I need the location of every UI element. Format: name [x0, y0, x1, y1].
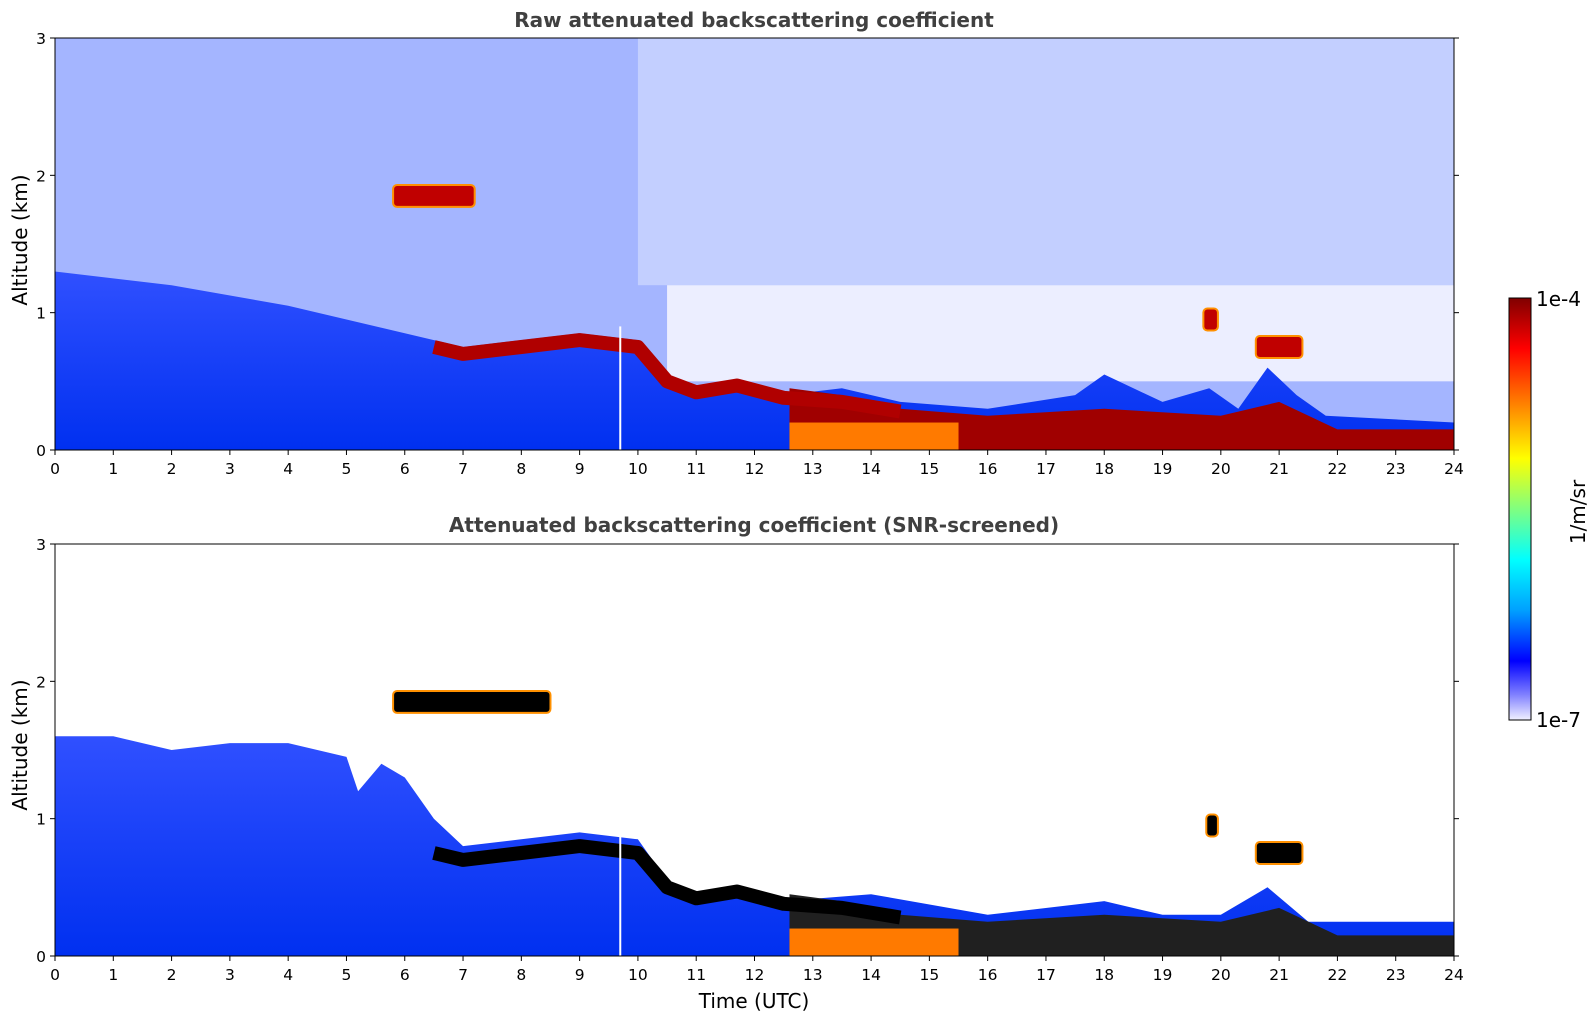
cloud-layer-0 [392, 183, 476, 208]
y-tick-label: 2 [36, 167, 46, 185]
y-tick-label: 0 [36, 442, 46, 460]
data-gap-line [619, 326, 622, 450]
y-tick-label: 1 [36, 811, 46, 829]
x-tick-label: 0 [50, 460, 60, 478]
x-tick-label: 6 [400, 966, 410, 984]
boundary-layer-region [55, 271, 1454, 450]
colorbar-max-label: 1e-4 [1536, 287, 1581, 311]
cloud-layer-2 [1254, 841, 1304, 865]
x-tick-label: 13 [803, 460, 823, 478]
x-tick-label: 15 [920, 460, 940, 478]
x-tick-label: 8 [516, 460, 526, 478]
x-tick-label: 11 [686, 966, 706, 984]
x-tick-label: 18 [1094, 966, 1114, 984]
panel2-plot-area: 0 1 2 3 4 5 6 7 8 9 10 11 12 13 14 15 16 17 18 19 20 21 22 23 24… [36, 536, 1464, 984]
x-tick-label: 5 [342, 460, 352, 478]
y-tick-label: 3 [36, 536, 46, 554]
raw-backscatter-panel: Raw attenuated backscattering coefficien… [8, 8, 1464, 478]
x-tick-label: 14 [861, 460, 881, 478]
x-tick-label: 2 [167, 460, 177, 478]
x-tick-label: 4 [283, 966, 293, 984]
x-tick-label: 23 [1386, 460, 1406, 478]
x-tick-label: 19 [1153, 460, 1173, 478]
x-tick-label: 17 [1036, 966, 1056, 984]
x-tick-label: 22 [1328, 966, 1348, 984]
x-tick-label: 6 [400, 460, 410, 478]
surface-orange-band [789, 422, 959, 450]
colorbar: 1e-4 1e-7 1/m/sr [1508, 287, 1590, 732]
x-tick-label: 10 [628, 460, 648, 478]
boundary-layer-top-edge [432, 333, 902, 419]
x-tick-label: 11 [686, 460, 706, 478]
colorbar-gradient [1508, 297, 1532, 721]
x-tick-label: 23 [1386, 966, 1406, 984]
x-tick-label: 15 [920, 966, 940, 984]
x-tick-label: 4 [283, 460, 293, 478]
surface-orange-band [789, 928, 959, 956]
screened-backscatter-panel: Attenuated backscattering coefficient (S… [8, 513, 1464, 1013]
x-tick-label: 9 [575, 966, 585, 984]
x-tick-label: 12 [745, 966, 765, 984]
x-tick-label: 3 [225, 460, 235, 478]
colorbar-min-label: 1e-7 [1536, 708, 1581, 732]
cloud-layer-0 [392, 689, 552, 714]
colorbar-unit-label: 1/m/sr [1566, 479, 1590, 544]
x-tick-label: 19 [1153, 966, 1173, 984]
x-tick-label: 16 [978, 966, 998, 984]
x-tick-label: 24 [1444, 460, 1464, 478]
y-tick-label: 1 [36, 305, 46, 323]
y-tick-label: 0 [36, 948, 46, 966]
x-tick-label: 7 [458, 966, 468, 984]
x-tick-label: 5 [342, 966, 352, 984]
cloud-layer-2 [1254, 335, 1304, 359]
y-tick-label: 3 [36, 30, 46, 48]
heatmap-layer [55, 689, 1454, 956]
x-tick-label: 13 [803, 966, 823, 984]
x-tick-label: 17 [1036, 460, 1056, 478]
x-tick-label: 16 [978, 460, 998, 478]
panel1-title: Raw attenuated backscattering coefficien… [514, 8, 994, 32]
x-tick-label: 1 [108, 966, 118, 984]
data-gap-line [619, 832, 622, 956]
boundary-layer-region [55, 736, 1454, 956]
panel1-plot-area: 0 1 2 3 4 5 6 7 8 9 10 11 12 13 14 15 16 17 18 19 20 21 22 23 24… [36, 30, 1464, 478]
x-tick-label: 1 [108, 460, 118, 478]
x-tick-label: 22 [1328, 460, 1348, 478]
y-tick-label: 2 [36, 673, 46, 691]
panel2-title: Attenuated backscattering coefficient (S… [449, 513, 1059, 537]
x-tick-label: 18 [1094, 460, 1114, 478]
x-tick-label: 3 [225, 966, 235, 984]
x-tick-label: 20 [1211, 460, 1231, 478]
x-tick-label: 24 [1444, 966, 1464, 984]
cloud-layer-1 [1202, 307, 1219, 332]
x-tick-label: 14 [861, 966, 881, 984]
x-tick-label: 12 [745, 460, 765, 478]
x-tick-label: 21 [1269, 460, 1289, 478]
x-tick-label: 10 [628, 966, 648, 984]
x-tick-label: 8 [516, 966, 526, 984]
clear-region [667, 285, 1454, 382]
x-tick-label: 20 [1211, 966, 1231, 984]
x-tick-label: 9 [575, 460, 585, 478]
panel2-ylabel: Altitude (km) [8, 679, 32, 810]
x-tick-label: 2 [167, 966, 177, 984]
boundary-layer-top-edge [432, 839, 902, 925]
x-tick-label: 0 [50, 966, 60, 984]
x-axis-label: Time (UTC) [698, 989, 810, 1013]
heatmap-layer [55, 38, 1454, 450]
noise-thin-region [637, 38, 1454, 286]
x-tick-label: 7 [458, 460, 468, 478]
panel1-ylabel: Altitude (km) [8, 174, 32, 305]
cloud-layer-1 [1205, 813, 1219, 838]
x-tick-label: 21 [1269, 966, 1289, 984]
